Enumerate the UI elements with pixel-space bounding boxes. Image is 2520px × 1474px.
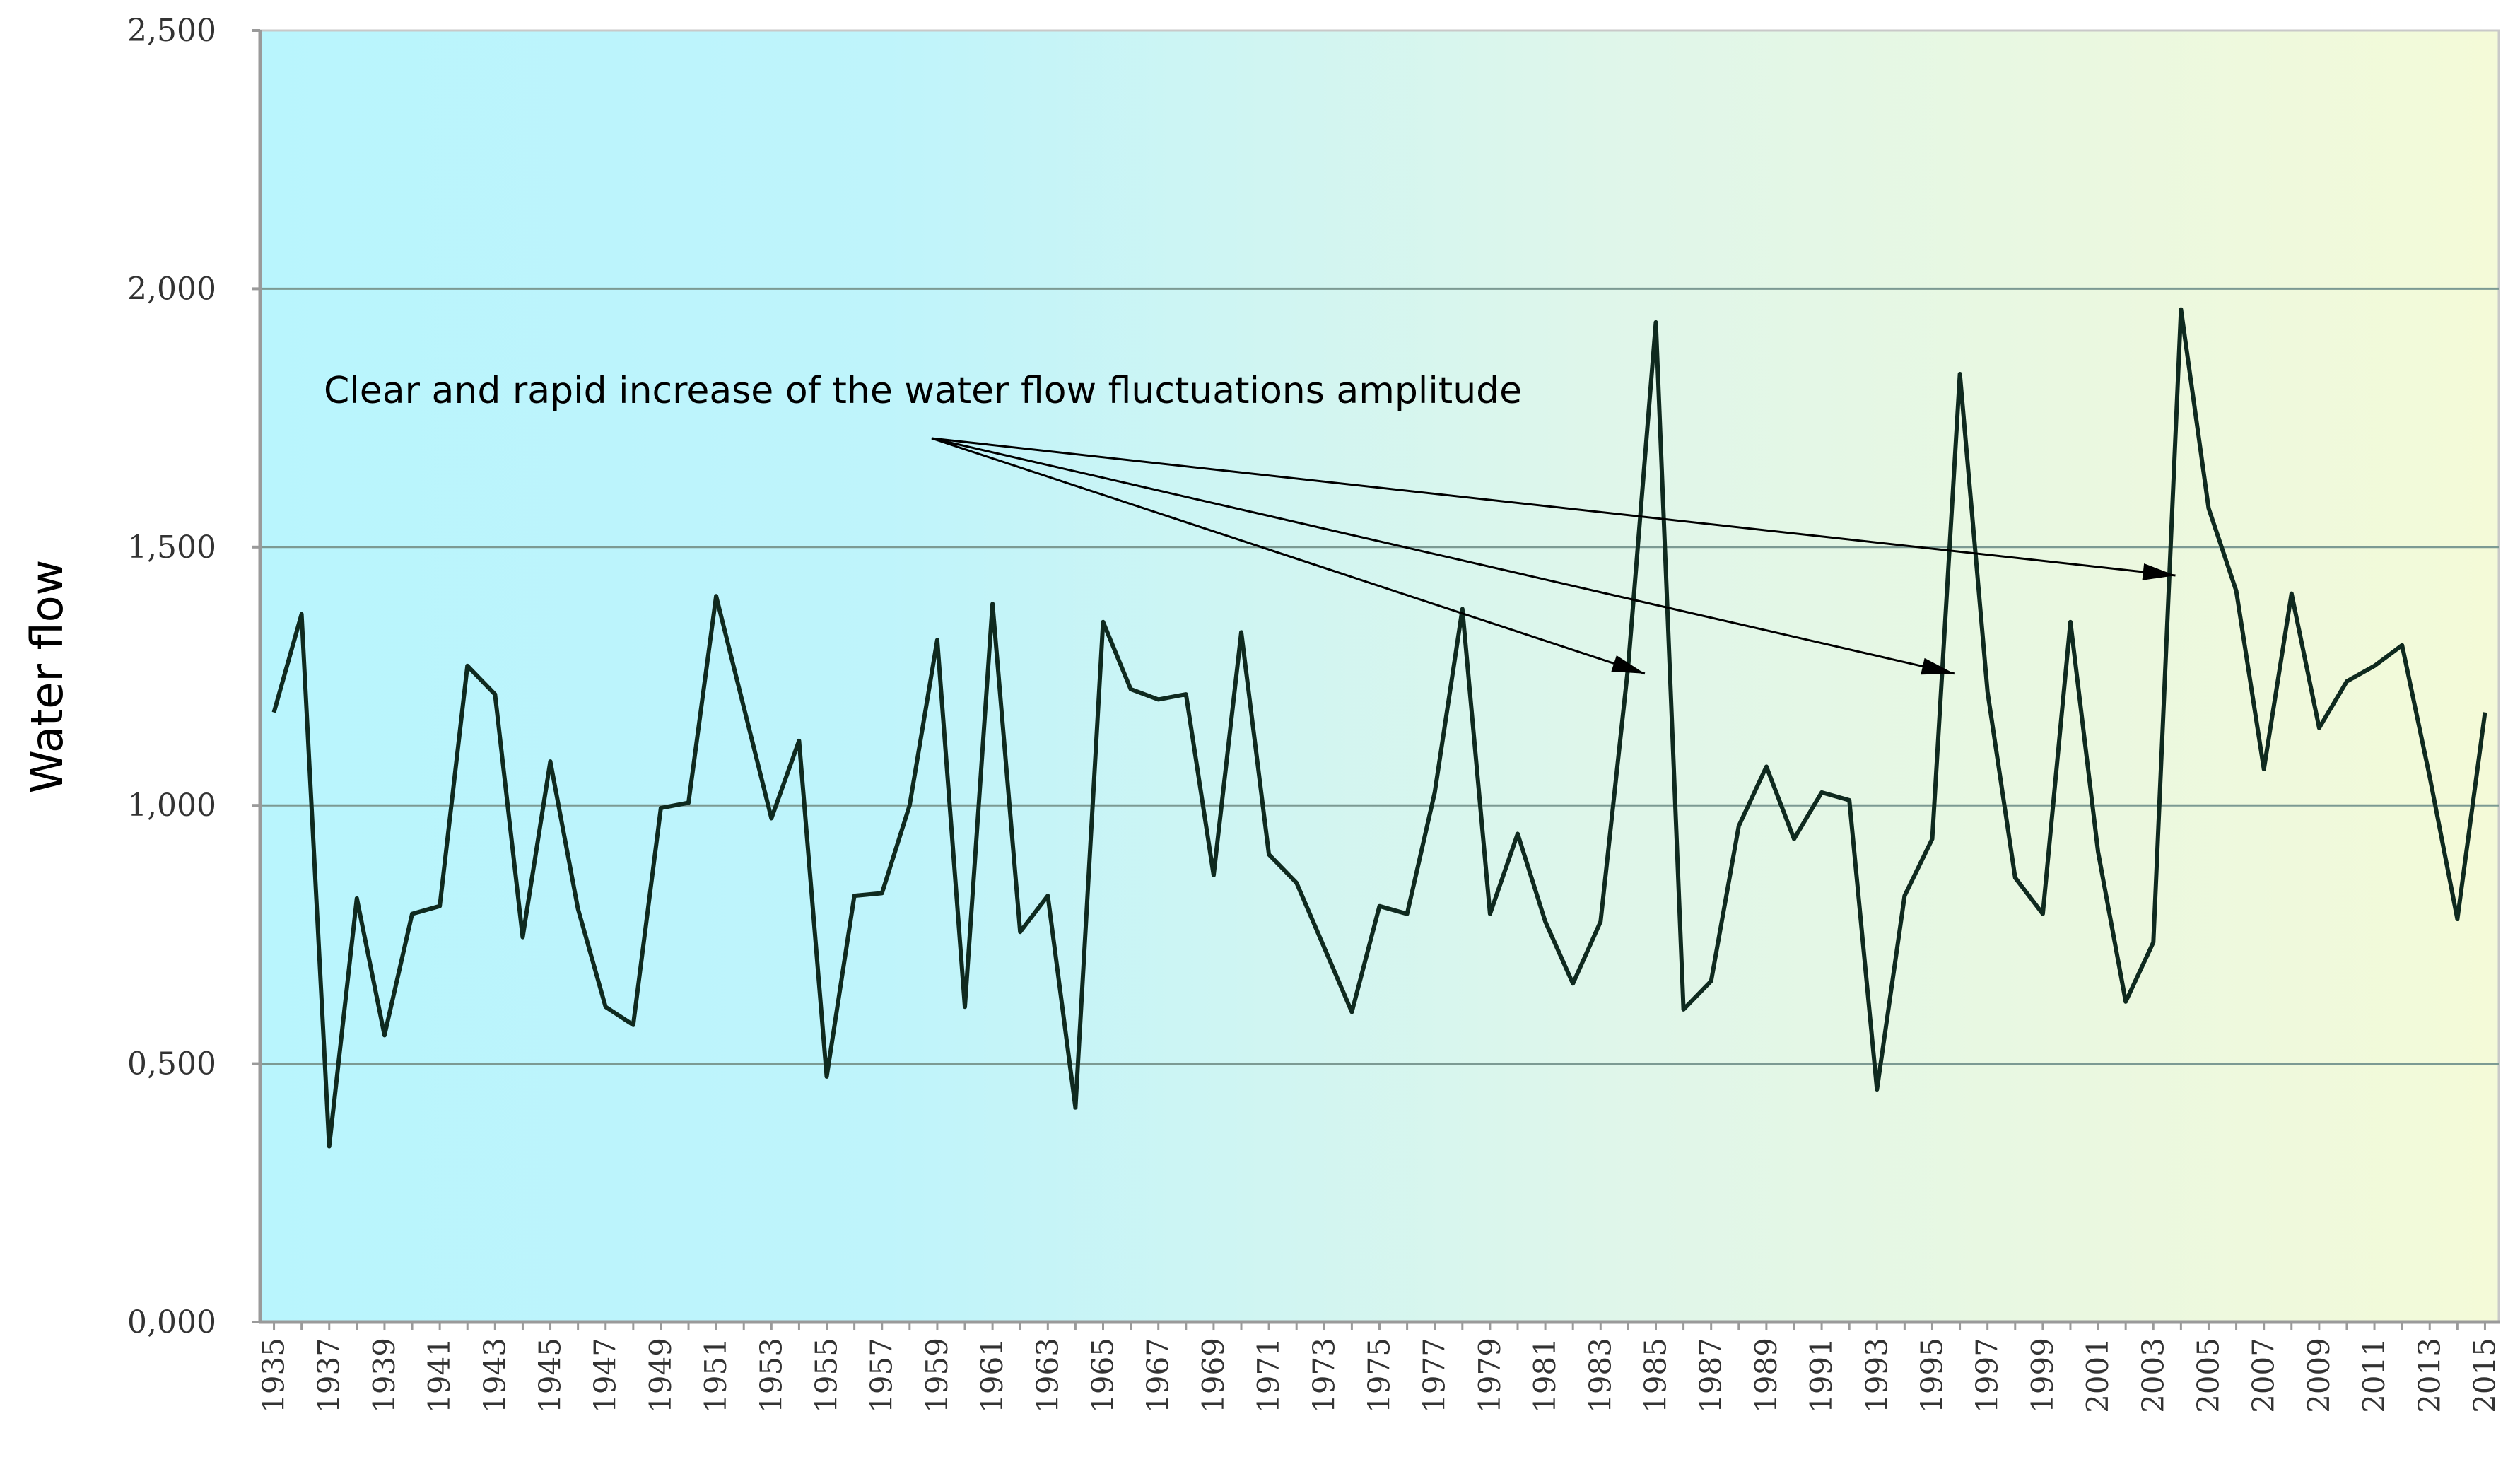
x-tick-label: 2001 <box>2080 1338 2115 1413</box>
x-tick-label: 1951 <box>698 1338 733 1413</box>
y-tick-label: 0,500 <box>127 1046 216 1082</box>
x-tick-label: 1995 <box>1914 1338 1949 1413</box>
x-tick-label: 1971 <box>1251 1338 1286 1413</box>
y-tick-label: 0,000 <box>127 1304 216 1340</box>
x-tick-label: 1965 <box>1086 1338 1120 1413</box>
x-tick-label: 1989 <box>1749 1338 1783 1413</box>
x-tick-label: 1959 <box>920 1338 954 1413</box>
x-tick-label: 1983 <box>1583 1338 1617 1413</box>
x-tick-label: 1955 <box>809 1338 844 1413</box>
x-tick-label: 1967 <box>1141 1338 1176 1413</box>
x-tick-label: 1949 <box>643 1338 678 1413</box>
x-tick-label: 2005 <box>2191 1338 2225 1413</box>
annotation-arrow <box>931 437 2176 577</box>
x-tick-label: 1961 <box>975 1338 1009 1413</box>
y-tick-label: 1,500 <box>127 530 216 566</box>
gridlines <box>260 287 2499 1065</box>
x-tick-label: 2015 <box>2467 1338 2502 1413</box>
x-tick-label: 1979 <box>1472 1338 1507 1413</box>
annotation-arrow <box>931 437 1646 675</box>
y-tick-label: 2,500 <box>127 13 216 49</box>
x-tick-label: 1973 <box>1306 1338 1341 1413</box>
x-tick-label: 1991 <box>1804 1338 1839 1413</box>
y-axis-tick-labels: 0,000 0,500 1,000 1,500 2,000 2,500 <box>127 13 260 1340</box>
x-tick-label: 2013 <box>2412 1338 2446 1413</box>
annotation-arrowhead <box>1611 655 1645 674</box>
x-tick-label: 1969 <box>1196 1338 1231 1413</box>
x-tick-label: 1999 <box>2025 1338 2060 1413</box>
x-tick-label: 1997 <box>1970 1338 2005 1413</box>
x-tick-label: 1941 <box>422 1338 457 1413</box>
x-tick-label: 1945 <box>533 1338 568 1413</box>
annotation-arrow <box>931 437 1955 675</box>
x-tick-label: 2003 <box>2135 1338 2170 1413</box>
x-tick-label: 1977 <box>1417 1338 1452 1413</box>
x-tick-label: 1947 <box>588 1338 623 1413</box>
x-tick-label: 2009 <box>2302 1338 2336 1413</box>
x-axis-tick-labels: 1935 1937 1939 1941 1943 1945 1947 1949 1951 1953… <box>257 1322 2502 1413</box>
annotation-arrowhead <box>2142 563 2176 580</box>
x-tick-label: 1937 <box>312 1338 346 1413</box>
x-tick-label: 2007 <box>2246 1338 2281 1413</box>
x-tick-label: 1975 <box>1362 1338 1397 1413</box>
y-tick-label: 2,000 <box>127 271 216 307</box>
y-tick-label: 1,000 <box>127 788 216 824</box>
x-tick-label: 2011 <box>2357 1338 2391 1413</box>
x-tick-label: 1943 <box>477 1338 512 1413</box>
x-tick-label: 1981 <box>1528 1338 1562 1413</box>
series-line <box>271 307 2487 1149</box>
series-layer <box>271 307 2487 1149</box>
annotation-text: Clear and rapid increase of the water fl… <box>324 370 1522 412</box>
y-axis-label: Water flow <box>21 560 73 794</box>
annotation-layer: Clear and rapid increase of the water fl… <box>324 370 2176 675</box>
x-tick-label: 1953 <box>754 1338 788 1413</box>
x-tick-label: 1993 <box>1859 1338 1894 1413</box>
x-tick-label: 1963 <box>1030 1338 1065 1413</box>
x-tick-label: 1939 <box>367 1338 402 1413</box>
annotation-arrowhead <box>1921 657 1955 675</box>
plot-area-background <box>260 30 2499 1322</box>
x-tick-label: 1985 <box>1638 1338 1672 1413</box>
x-tick-label: 1957 <box>865 1338 899 1413</box>
x-tick-label: 1987 <box>1694 1338 1728 1413</box>
x-tick-label: 1935 <box>257 1338 291 1413</box>
